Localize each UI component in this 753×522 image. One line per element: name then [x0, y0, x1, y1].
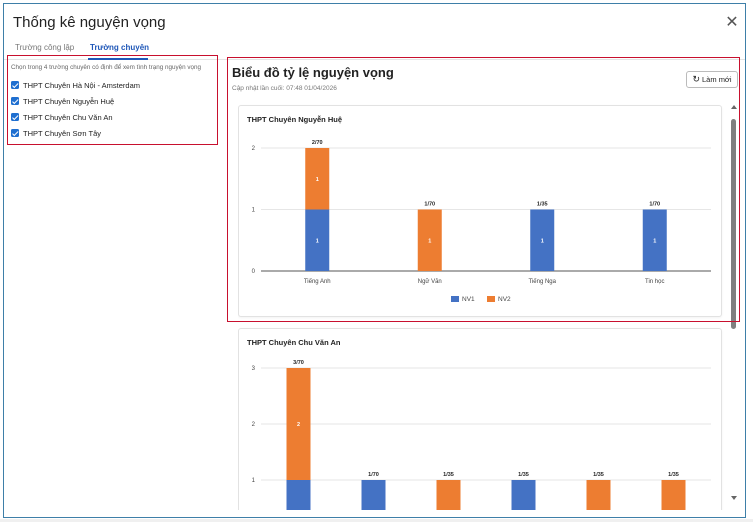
y-tick-label: 0	[252, 269, 256, 275]
chart-title: THPT Chuyên Nguyễn Huệ	[247, 115, 343, 124]
bar-nv1	[642, 209, 667, 271]
bar-data-label: 1	[428, 238, 431, 244]
bar-total-label: 1/35	[537, 202, 548, 208]
x-category-label: Ngữ Văn	[418, 279, 442, 285]
panel-title: Biểu đồ tỷ lệ nguyện vọng	[232, 65, 394, 80]
school-checkbox-nguyen-hue[interactable]: THPT Chuyên Nguyễn Huệ	[11, 95, 114, 107]
vertical-scrollbar[interactable]	[729, 103, 739, 510]
school-label: THPT Chuyên Chu Văn An	[23, 112, 113, 122]
bar-nv1	[511, 480, 536, 510]
active-tab-indicator	[88, 58, 148, 60]
bar-nv2	[436, 480, 461, 510]
scrollbar-thumb[interactable]	[731, 119, 736, 329]
chart-nguyen-hue: 0 1 2 1 1 2/70 Tiếng Anh 1 1/70 Ngữ Văn 1 1/35 Tiếng…	[252, 140, 711, 303]
bar-total-label: 1/70	[649, 202, 660, 208]
bar-data-label: 2	[297, 422, 300, 428]
bar-total-label: 1/35	[593, 472, 604, 478]
legend-label: NV1	[462, 296, 475, 303]
charts-scroll-area[interactable]: THPT Chuyên Nguyễn Huệ 0 1 2 1 1 2/70 Tiếng An…	[238, 103, 727, 510]
bar-nv1	[305, 209, 330, 271]
checkbox-checked-icon[interactable]	[11, 81, 19, 89]
x-category-label: Tiếng Nga	[529, 279, 557, 285]
school-label: THPT Chuyên Sơn Tây	[23, 128, 102, 138]
legend-label: NV2	[498, 296, 511, 303]
y-tick-label: 2	[252, 422, 256, 428]
chart-card-chu-van-an: THPT Chuyên Chu Văn An 1 2 3 2 3/70 1/70 1/35 1…	[238, 328, 722, 510]
bar-nv2	[586, 480, 611, 510]
refresh-icon: ↻	[692, 74, 701, 84]
y-tick-label: 1	[252, 478, 256, 484]
scroll-down-arrow-icon[interactable]	[731, 496, 737, 500]
dialog-title: Thống kê nguyện vọng	[13, 14, 166, 31]
bar-total-label: 2/70	[312, 140, 323, 146]
bar-data-label: 1	[541, 238, 544, 244]
y-tick-label: 2	[252, 146, 256, 152]
bar-nv1	[361, 480, 386, 510]
bar-nv2	[286, 368, 311, 480]
bar-data-label: 1	[316, 238, 319, 244]
y-tick-label: 3	[252, 366, 256, 372]
bar-nv2	[417, 209, 442, 271]
x-category-label: Tin học	[645, 279, 664, 285]
chart-card-nguyen-hue: THPT Chuyên Nguyễn Huệ 0 1 2 1 1 2/70 Tiếng An…	[238, 105, 722, 317]
bar-nv2	[305, 148, 330, 210]
refresh-label: Làm mới	[702, 75, 732, 84]
tab-public-schools[interactable]: Trường công lập	[15, 43, 75, 52]
school-checkbox-hanoi-amsterdam[interactable]: THPT Chuyên Hà Nội - Amsterdam	[11, 79, 140, 91]
legend-swatch-nv1	[451, 296, 459, 302]
bar-total-label: 1/35	[443, 472, 454, 478]
checkbox-checked-icon[interactable]	[11, 129, 19, 137]
last-updated-text: Cập nhật lần cuối: 07:48 01/04/2026	[232, 85, 337, 92]
filter-hint: Chọn trong 4 trường chuyên có định để xe…	[11, 64, 202, 71]
checkbox-checked-icon[interactable]	[11, 97, 19, 105]
tab-specialized-schools[interactable]: Trường chuyên	[90, 43, 150, 52]
bar-nv1	[530, 209, 555, 271]
bar-data-label: 1	[653, 238, 656, 244]
school-checkbox-chu-van-an[interactable]: THPT Chuyên Chu Văn An	[11, 111, 113, 123]
bar-total-label: 1/70	[368, 472, 379, 478]
bar-total-label: 1/70	[424, 202, 435, 208]
legend-swatch-nv2	[487, 296, 495, 302]
refresh-button[interactable]: ↻ Làm mới	[686, 71, 738, 88]
close-icon[interactable]: ✕	[725, 14, 739, 31]
school-label: THPT Chuyên Nguyễn Huệ	[23, 96, 115, 106]
x-category-label: Tiếng Anh	[304, 279, 331, 285]
bar-total-label: 1/35	[518, 472, 529, 478]
y-tick-label: 1	[252, 208, 256, 214]
school-filter-panel: Chọn trong 4 trường chuyên có định để xe…	[7, 55, 218, 145]
bar-nv2	[661, 480, 686, 510]
bar-total-label: 1/35	[668, 472, 679, 478]
chart-chu-van-an: 1 2 3 2 3/70 1/70 1/35 1/35 1/35 1/35	[252, 360, 711, 510]
bar-data-label: 1	[316, 177, 319, 183]
tab-bar: Trường công lập Trường chuyên	[4, 38, 745, 60]
scroll-up-arrow-icon[interactable]	[731, 105, 737, 109]
checkbox-checked-icon[interactable]	[11, 113, 19, 121]
bar-nv1	[286, 480, 311, 510]
chart-title: THPT Chuyên Chu Văn An	[247, 338, 341, 347]
bottom-edge	[0, 519, 753, 522]
bar-total-label: 3/70	[293, 360, 304, 366]
school-checkbox-son-tay[interactable]: THPT Chuyên Sơn Tây	[11, 127, 101, 139]
school-label: THPT Chuyên Hà Nội - Amsterdam	[23, 80, 140, 90]
